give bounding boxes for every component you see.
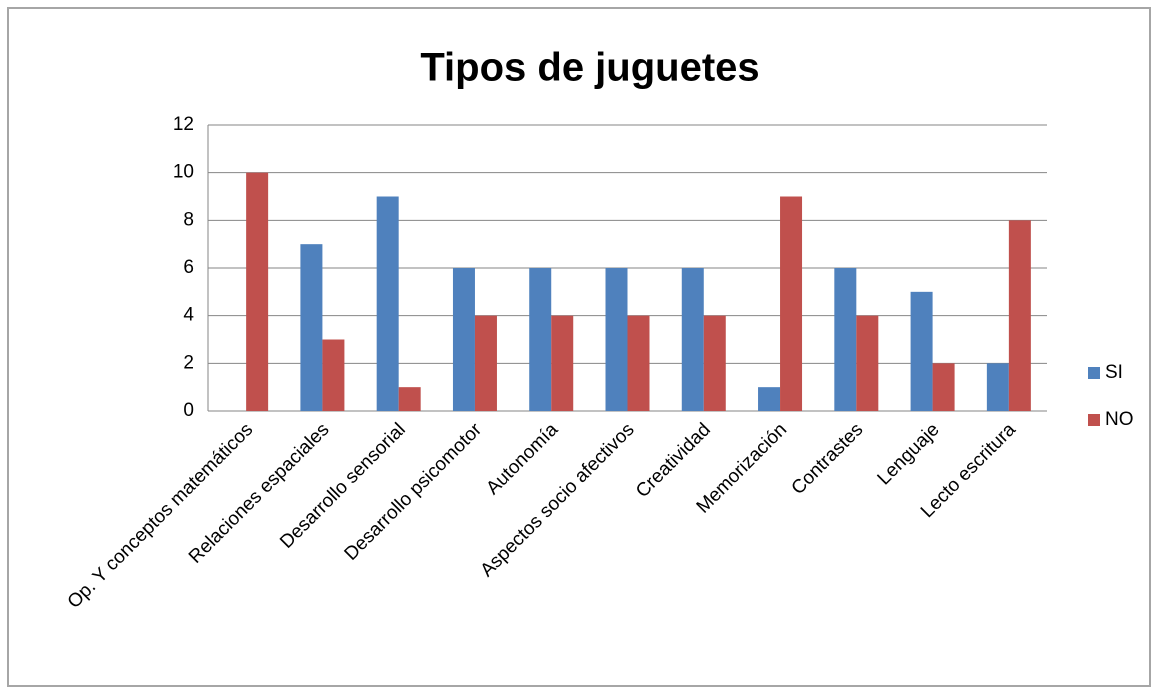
- y-tick-label: 6: [183, 257, 194, 278]
- chart-frame: [7, 7, 1151, 687]
- bar: [681, 268, 704, 411]
- bar: [932, 363, 955, 411]
- y-tick-label: 0: [183, 400, 194, 421]
- bar: [551, 315, 574, 411]
- y-tick-label: 12: [173, 114, 194, 135]
- bar: [246, 172, 269, 411]
- bar: [452, 268, 475, 411]
- legend-label: SI: [1105, 362, 1123, 383]
- legend-swatch: [1088, 367, 1100, 379]
- bar: [758, 387, 781, 411]
- bar: [398, 387, 421, 411]
- bar: [300, 244, 323, 411]
- bar: [376, 196, 399, 411]
- chart-title: Tipos de juguetes: [420, 46, 759, 90]
- bar: [856, 315, 879, 411]
- bar: [605, 268, 628, 411]
- legend-swatch: [1088, 414, 1100, 426]
- bar: [529, 268, 552, 411]
- y-tick-label: 4: [183, 305, 194, 326]
- bar: [780, 196, 803, 411]
- bar: [627, 315, 650, 411]
- y-tick-label: 10: [173, 162, 194, 183]
- bar: [986, 363, 1009, 411]
- y-tick-label: 2: [183, 352, 194, 373]
- bar: [910, 291, 933, 411]
- y-tick-label: 8: [183, 209, 194, 230]
- legend-label: NO: [1105, 409, 1134, 430]
- bar: [834, 268, 857, 411]
- bar: [322, 339, 345, 411]
- bar: [703, 315, 726, 411]
- bar: [474, 315, 497, 411]
- bar: [1008, 220, 1031, 411]
